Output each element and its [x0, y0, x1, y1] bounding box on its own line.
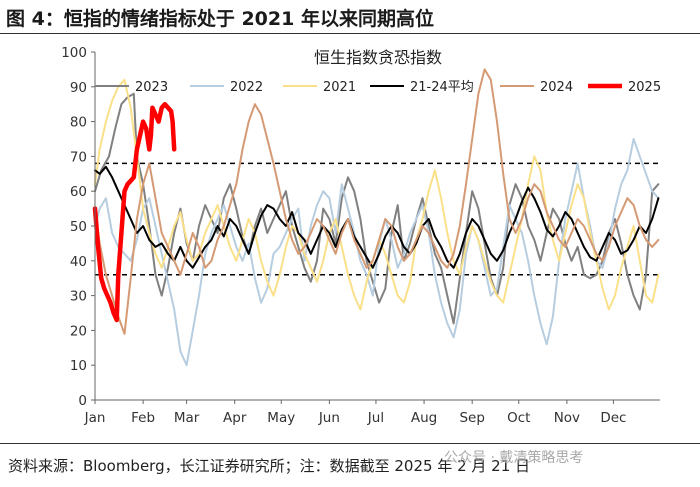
legend-label: 2024 [540, 80, 573, 95]
x-tick-label: May [267, 410, 295, 426]
chart-svg: 0 10 20 30 40 50 60 70 80 90 100 Jan Feb Mar Apr May Jun… [61, 45, 661, 426]
y-tick-label: 30 [70, 289, 87, 305]
series-line-2024 [94, 68, 660, 335]
x-tick-label: Sep [459, 410, 484, 426]
x-tick-label: Jan [84, 410, 106, 426]
x-tick-label: Feb [131, 410, 155, 426]
legend: 2023 2022 2021 21-24平均 2024 2025 [95, 80, 661, 95]
watermark: 公众号 · 戴清策略思考 [444, 450, 584, 466]
x-tick-label: Apr [223, 410, 247, 426]
y-tick-label: 50 [70, 219, 87, 235]
chart-title: 恒生指数贪恐指数 [314, 48, 442, 67]
y-tick-label: 80 [70, 115, 87, 131]
series-line-2023 [94, 92, 660, 325]
legend-label: 2023 [135, 80, 168, 95]
series-line-21-24平均 [94, 165, 660, 269]
axis-layer: 0 10 20 30 40 50 60 70 80 90 100 Jan Feb Mar Apr May Jun… [61, 45, 660, 426]
y-tick-label: 90 [70, 80, 87, 96]
y-tick-label: 0 [78, 393, 87, 409]
legend-label: 2025 [628, 80, 661, 95]
y-tick-label: 10 [70, 358, 87, 374]
y-tick-label: 60 [70, 184, 87, 200]
x-tick-label: Jun [318, 410, 340, 426]
footer-divider [0, 443, 700, 444]
x-tick-label: Nov [554, 410, 580, 426]
reference-lines [95, 162, 660, 276]
x-tick-label: Mar [174, 410, 200, 426]
x-tick-label: Jul [367, 410, 384, 426]
series-layer [92, 68, 660, 367]
x-tick-label: Dec [600, 410, 626, 426]
x-tick-label: Oct [507, 410, 530, 426]
legend-label: 2021 [323, 80, 356, 95]
y-tick-label: 70 [70, 149, 87, 165]
source-note: 资料来源：Bloomberg，长江证券研究所；注：数据截至 2025 年 2 月… [8, 457, 531, 475]
series-line-2022 [94, 138, 660, 367]
y-tick-label: 20 [70, 323, 87, 339]
x-tick-label: Aug [411, 410, 437, 426]
figure-title: 图 4：恒指的情绪指标处于 2021 年以来同期高位 [6, 8, 434, 30]
series-line-2025 [92, 101, 177, 323]
legend-label: 2022 [230, 80, 263, 95]
title-divider [0, 33, 700, 34]
y-tick-label: 100 [61, 45, 87, 61]
legend-label: 21-24平均 [410, 80, 474, 95]
y-tick-label: 40 [70, 254, 87, 270]
